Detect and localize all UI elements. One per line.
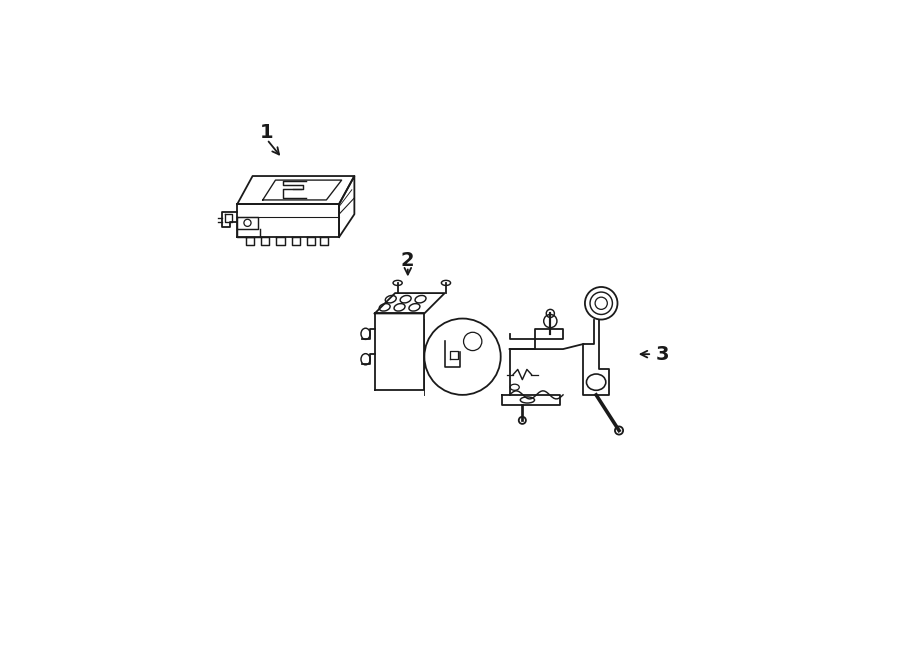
Text: 2: 2 bbox=[401, 251, 415, 270]
Text: 3: 3 bbox=[655, 344, 669, 364]
Text: 1: 1 bbox=[260, 123, 274, 142]
